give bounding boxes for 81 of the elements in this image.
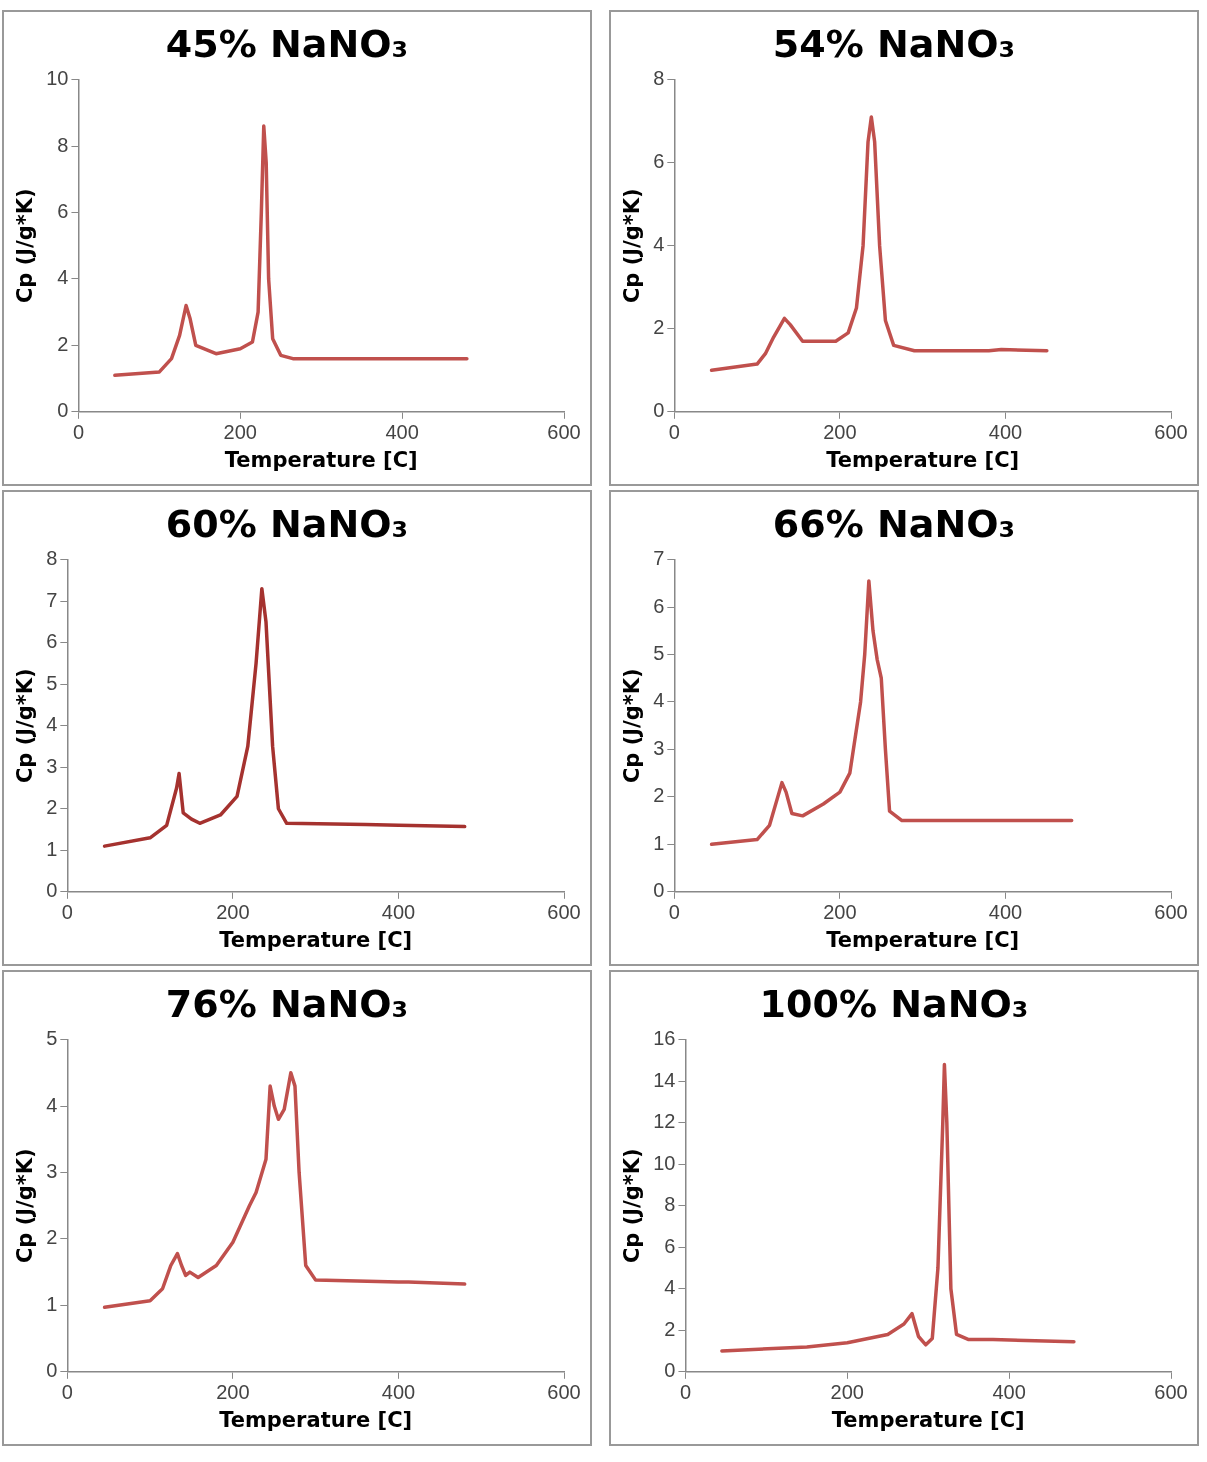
x-axis-title: Temperature [C] bbox=[826, 447, 1020, 472]
y-tick-label: 16 bbox=[653, 1027, 676, 1050]
x-tick-label: 600 bbox=[547, 421, 581, 444]
y-tick-label: 8 bbox=[57, 133, 69, 156]
y-tick-label: 3 bbox=[653, 736, 665, 759]
y-tick-label: 10 bbox=[653, 1151, 676, 1174]
y-tick-label: 6 bbox=[46, 630, 58, 653]
chart-title: 76% NaNO₃ bbox=[165, 981, 409, 1026]
x-tick-label: 200 bbox=[830, 1381, 864, 1404]
chart-title: 45% NaNO₃ bbox=[165, 21, 409, 66]
y-tick-label: 14 bbox=[653, 1068, 676, 1091]
y-tick-label: 8 bbox=[653, 67, 665, 90]
x-tick-label: 0 bbox=[679, 1381, 692, 1404]
y-tick-label: 12 bbox=[653, 1110, 676, 1133]
y-tick-label: 7 bbox=[653, 547, 665, 570]
y-tick-label: 2 bbox=[653, 316, 665, 339]
y-tick-label: 2 bbox=[57, 332, 69, 355]
y-tick-label: 4 bbox=[46, 713, 58, 736]
x-tick-label: 200 bbox=[216, 1381, 250, 1404]
y-tick-label: 7 bbox=[46, 588, 58, 611]
y-tick-label: 2 bbox=[46, 796, 58, 819]
x-axis-title: Temperature [C] bbox=[831, 1407, 1025, 1432]
y-tick-label: 4 bbox=[653, 233, 665, 256]
y-axis-title: Cp (J/g*K) bbox=[620, 668, 645, 784]
x-tick-label: 600 bbox=[547, 901, 581, 924]
x-tick-label: 200 bbox=[823, 901, 857, 924]
chart-title: 60% NaNO₃ bbox=[165, 501, 409, 546]
x-axis-title: Temperature [C] bbox=[224, 447, 418, 472]
y-tick-label: 10 bbox=[46, 67, 69, 90]
x-tick-label: 600 bbox=[1154, 421, 1188, 444]
y-tick-label: 0 bbox=[653, 879, 665, 902]
chart-title: 66% NaNO₃ bbox=[772, 501, 1016, 546]
y-tick-label: 6 bbox=[664, 1234, 676, 1257]
x-tick-label: 400 bbox=[988, 421, 1023, 444]
y-axis-title: Cp (J/g*K) bbox=[620, 188, 645, 304]
x-axis-title: Temperature [C] bbox=[219, 927, 413, 952]
x-tick-label: 0 bbox=[72, 421, 85, 444]
y-axis-title: Cp (J/g*K) bbox=[620, 1148, 645, 1264]
y-tick-label: 6 bbox=[653, 594, 665, 617]
y-tick-label: 4 bbox=[46, 1093, 58, 1116]
x-tick-label: 200 bbox=[223, 421, 257, 444]
y-axis-title: Cp (J/g*K) bbox=[13, 1148, 38, 1264]
x-tick-label: 400 bbox=[992, 1381, 1026, 1404]
y-tick-label: 3 bbox=[46, 754, 58, 777]
y-tick-label: 6 bbox=[653, 150, 665, 173]
y-tick-label: 5 bbox=[46, 671, 58, 694]
y-tick-label: 2 bbox=[46, 1226, 58, 1249]
x-tick-label: 600 bbox=[1154, 901, 1188, 924]
y-tick-label: 5 bbox=[653, 642, 665, 665]
y-tick-label: 3 bbox=[46, 1160, 58, 1182]
x-tick-label: 400 bbox=[988, 901, 1023, 924]
y-tick-label: 8 bbox=[664, 1193, 676, 1216]
y-tick-label: 1 bbox=[46, 1292, 58, 1315]
chart-title: 54% NaNO₃ bbox=[772, 21, 1016, 66]
x-axis-title: Temperature [C] bbox=[826, 927, 1020, 952]
y-tick-label: 0 bbox=[46, 1359, 58, 1382]
y-tick-label: 1 bbox=[653, 831, 665, 854]
y-tick-label: 4 bbox=[57, 266, 69, 289]
y-tick-label: 0 bbox=[664, 1359, 676, 1382]
x-tick-label: 200 bbox=[216, 901, 250, 924]
x-tick-label: 600 bbox=[1154, 1381, 1188, 1404]
y-tick-label: 2 bbox=[664, 1317, 676, 1340]
y-tick-label: 1 bbox=[46, 837, 58, 860]
y-axis-title: Cp (J/g*K) bbox=[13, 188, 38, 304]
x-axis-title: Temperature [C] bbox=[219, 1407, 413, 1432]
x-tick-label: 400 bbox=[385, 421, 419, 444]
y-tick-label: 0 bbox=[653, 399, 665, 422]
x-tick-label: 400 bbox=[381, 1381, 416, 1404]
y-tick-label: 5 bbox=[46, 1027, 58, 1050]
x-tick-label: 400 bbox=[381, 901, 416, 924]
y-tick-label: 4 bbox=[664, 1276, 676, 1299]
y-tick-label: 4 bbox=[653, 689, 665, 712]
chart-title: 100% NaNO₃ bbox=[759, 981, 1029, 1026]
x-tick-label: 600 bbox=[547, 1381, 581, 1404]
y-tick-label: 8 bbox=[46, 547, 58, 570]
x-tick-label: 200 bbox=[823, 421, 857, 444]
y-tick-label: 2 bbox=[653, 784, 665, 807]
y-tick-label: 0 bbox=[46, 879, 58, 902]
y-tick-label: 6 bbox=[57, 200, 69, 222]
y-tick-label: 0 bbox=[57, 399, 69, 422]
y-axis-title: Cp (J/g*K) bbox=[13, 668, 38, 784]
